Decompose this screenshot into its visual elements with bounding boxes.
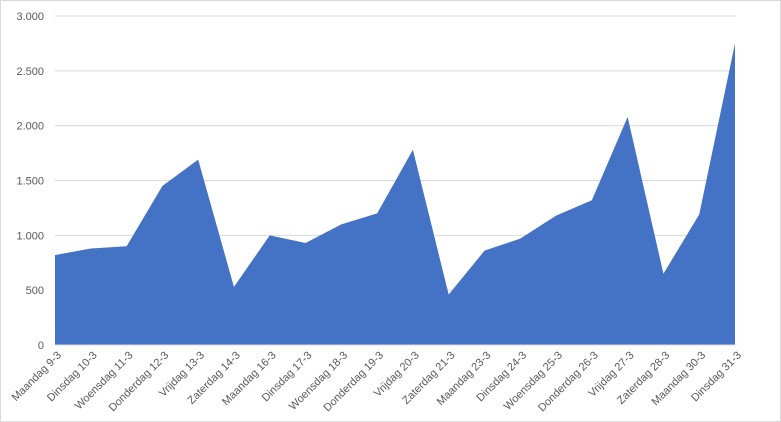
y-tick-label: 1.500 <box>16 176 44 188</box>
y-tick-label: 2.000 <box>16 121 44 133</box>
y-tick-label: 3.000 <box>16 11 44 23</box>
y-tick-label: 1.000 <box>16 230 44 242</box>
y-tick-label: 0 <box>38 340 44 352</box>
area <box>55 43 735 346</box>
y-tick-label: 2.500 <box>16 66 44 78</box>
y-tick-label: 500 <box>26 285 44 297</box>
